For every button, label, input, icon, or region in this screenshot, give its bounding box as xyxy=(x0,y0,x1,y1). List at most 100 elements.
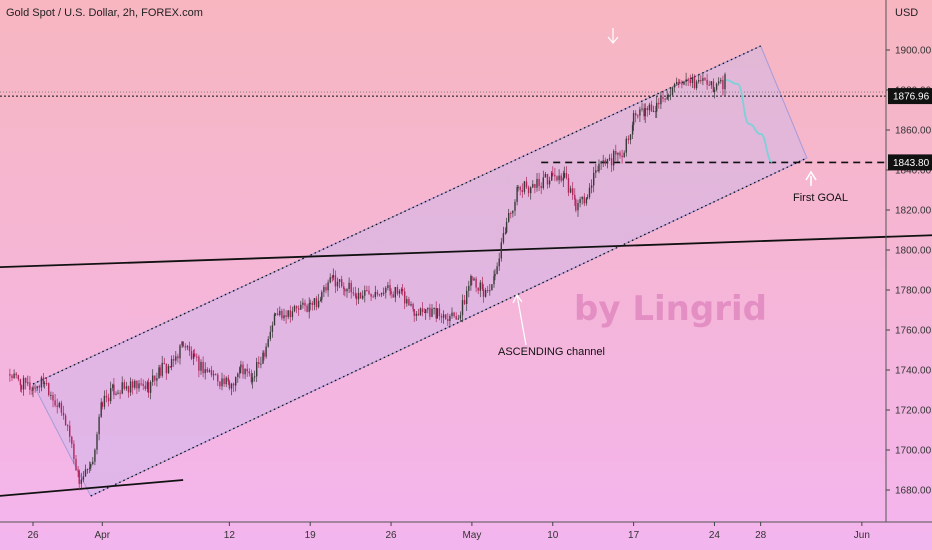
goal-arrow-icon xyxy=(805,170,817,186)
currency-label[interactable]: USD xyxy=(895,7,919,19)
candle-body xyxy=(336,281,339,287)
candle-body xyxy=(274,313,277,315)
y-tick-label: 1800.00 xyxy=(895,246,932,257)
candle-body xyxy=(256,362,258,377)
candle-body xyxy=(563,173,565,178)
candle-body xyxy=(542,177,544,188)
candle-body xyxy=(167,366,170,374)
candle-body xyxy=(248,371,250,374)
candle-body xyxy=(84,469,87,477)
candle-body xyxy=(127,386,130,393)
candle-body xyxy=(173,359,175,361)
candle-body xyxy=(554,174,556,177)
candle-body xyxy=(588,187,591,198)
candle-body xyxy=(75,459,77,471)
candle-body xyxy=(498,258,500,267)
candle-body xyxy=(129,381,132,393)
candle-body xyxy=(298,308,300,310)
candle-body xyxy=(376,292,379,295)
candle-body xyxy=(477,287,479,291)
candle-body xyxy=(287,310,289,317)
candle-body xyxy=(552,172,554,175)
time-axis[interactable]: 26 Apr 12 19 26 May 10 17 24 28 Jun xyxy=(27,522,870,541)
candle-body xyxy=(40,377,43,388)
candle-body xyxy=(19,379,22,386)
candle-body xyxy=(31,389,33,391)
candle-body xyxy=(658,102,660,105)
candle-body xyxy=(184,346,186,348)
candle-body xyxy=(466,290,468,304)
x-tick-label: May xyxy=(462,530,481,541)
candle-body xyxy=(516,187,518,202)
candle-body xyxy=(58,402,60,407)
candle-body xyxy=(574,194,576,200)
candle-body xyxy=(417,313,420,316)
candle-body xyxy=(119,392,121,394)
candle-body xyxy=(471,276,473,281)
candle-body xyxy=(370,293,372,297)
candle-body xyxy=(251,377,254,383)
candle-body xyxy=(320,299,322,301)
candle-body xyxy=(334,275,337,287)
candle-body xyxy=(317,300,320,308)
candle-body xyxy=(69,425,71,437)
y-tick-label: 1840.00 xyxy=(895,166,932,177)
candle-body xyxy=(532,184,534,188)
candle-body xyxy=(331,277,333,279)
candle-body xyxy=(641,108,643,110)
candle-body xyxy=(678,82,680,83)
candle-body xyxy=(225,377,227,385)
candle-body xyxy=(656,102,658,112)
candle-body xyxy=(440,316,443,318)
candle-body xyxy=(565,173,568,178)
candle-body xyxy=(639,109,641,116)
candle-body xyxy=(519,187,521,190)
channel-arrow-icon xyxy=(512,293,527,346)
candle-body xyxy=(602,160,604,162)
candle-body xyxy=(632,113,635,125)
candle-body xyxy=(378,294,381,296)
candle-body xyxy=(112,384,114,389)
candle-body xyxy=(158,367,160,379)
candle-body xyxy=(149,382,152,393)
candle-body xyxy=(325,287,327,291)
candle-body xyxy=(583,196,585,204)
candle-body xyxy=(355,295,358,300)
y-tick-label: 1900.00 xyxy=(895,46,932,57)
candle-body xyxy=(404,291,406,304)
candle-body xyxy=(202,361,204,374)
y-tick-label: 1700.00 xyxy=(895,446,932,457)
candle-body xyxy=(50,395,52,396)
candle-body xyxy=(348,282,350,290)
candle-body xyxy=(161,362,163,376)
candle-body xyxy=(235,377,237,386)
candle-body xyxy=(289,310,291,318)
candle-body xyxy=(138,383,140,389)
candle-body xyxy=(710,81,712,86)
candle-body xyxy=(673,83,676,88)
candle-body xyxy=(695,81,698,89)
candle-body xyxy=(117,392,119,394)
candle-body xyxy=(617,152,619,155)
candle-body xyxy=(277,313,279,315)
candle-body xyxy=(457,318,459,320)
candle-body xyxy=(496,266,498,275)
candle-body xyxy=(581,196,583,200)
candle-body xyxy=(621,155,623,158)
candle-body xyxy=(90,464,92,468)
candle-body xyxy=(36,386,38,389)
candle-body xyxy=(22,377,25,390)
candle-body xyxy=(521,189,523,192)
candle-body xyxy=(544,174,547,178)
candle-body xyxy=(230,383,233,389)
candle-body xyxy=(481,282,484,290)
candle-body xyxy=(253,376,256,378)
candle-body xyxy=(502,233,505,243)
candle-body xyxy=(514,201,516,211)
candle-body xyxy=(449,316,451,321)
x-tick-label: 24 xyxy=(709,530,721,541)
candle-body xyxy=(722,79,724,90)
candle-body xyxy=(105,395,108,398)
candle-body xyxy=(134,380,136,388)
x-tick-label: 28 xyxy=(755,530,767,541)
